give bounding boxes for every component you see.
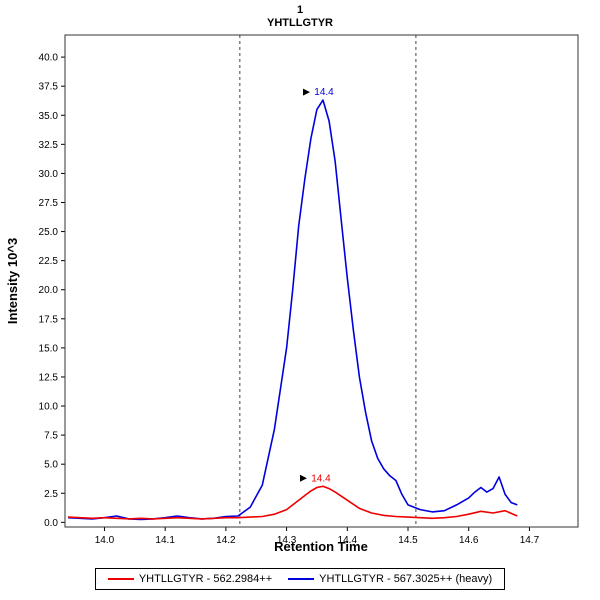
series-heavy [67,99,518,521]
y-tick-label: 32.5 [39,140,59,151]
x-tick-label: 14.6 [459,535,479,546]
legend-item-heavy: YHTLLGTYR - 567.3025++ (heavy) [288,573,492,585]
x-tick-label: 14.4 [338,535,358,546]
legend-line-heavy-icon [288,578,315,580]
legend: YHTLLGTYR - 562.2984++ YHTLLGTYR - 567.3… [94,568,506,590]
y-tick-label: 17.5 [39,314,59,325]
y-tick-label: 22.5 [39,256,59,267]
y-tick-label: 0.0 [44,518,58,529]
x-tick-label: 14.3 [277,535,297,546]
y-tick-label: 10.0 [39,402,59,413]
legend-wrap: YHTLLGTYR - 562.2984++ YHTLLGTYR - 567.3… [0,567,600,590]
x-axis-label: Retention Time [274,539,368,554]
y-tick-label: 7.5 [44,431,58,442]
peak-arrow-icon [299,474,307,482]
x-tick-label: 14.5 [398,535,418,546]
chart-title-peptide: YHTLLGTYR [267,17,333,29]
legend-item-light: YHTLLGTYR - 562.2984++ [107,573,273,585]
series-light [67,485,518,520]
y-tick-label: 35.0 [39,111,59,122]
y-tick-label: 40.0 [39,53,59,64]
chart-title: 1 YHTLLGTYR [0,4,600,30]
y-tick-label: 30.0 [39,169,59,180]
peak-rt-annotation: 14.4 [311,473,331,484]
legend-label-heavy: YHTLLGTYR - 567.3025++ (heavy) [319,573,493,585]
chart-title-index: 1 [296,4,304,16]
y-tick-label: 25.0 [39,227,59,238]
peak-arrow-icon [303,88,311,96]
y-tick-label: 20.0 [39,285,59,296]
x-tick-label: 14.1 [155,535,175,546]
peak-rt-annotation: 14.4 [314,87,334,98]
y-tick-label: 2.5 [44,489,58,500]
x-tick-label: 14.0 [95,535,115,546]
x-tick-label: 14.2 [216,535,236,546]
x-tick-label: 14.7 [520,535,540,546]
plot-border [64,34,579,528]
legend-line-light-icon [107,578,134,580]
y-tick-label: 5.0 [44,460,58,471]
y-tick-label: 27.5 [39,198,59,209]
y-axis-label: Intensity 10^3 [5,238,20,324]
y-tick-label: 37.5 [39,82,59,93]
y-tick-label: 12.5 [39,372,59,383]
y-tick-label: 15.0 [39,343,59,354]
legend-label-light: YHTLLGTYR - 562.2984++ [138,573,273,585]
